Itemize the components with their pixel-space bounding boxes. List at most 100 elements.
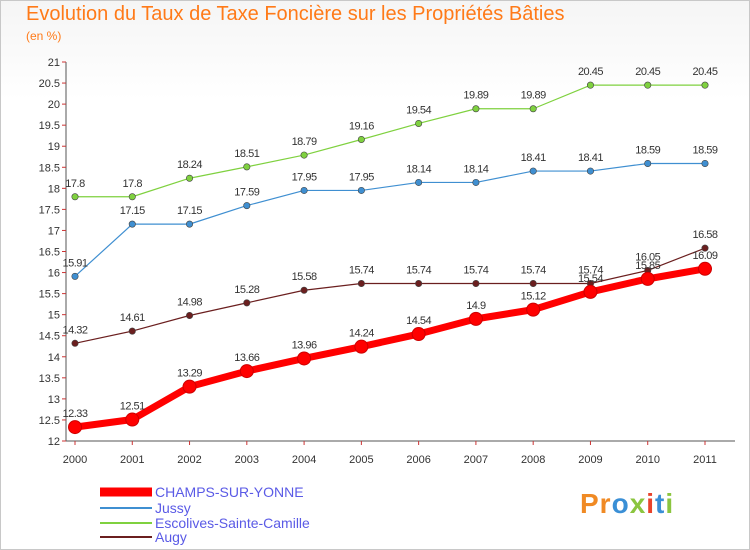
- data-point: [182, 379, 197, 394]
- data-label: 19.54: [406, 104, 431, 116]
- data-point: [640, 271, 655, 286]
- data-label: 15.74: [463, 265, 488, 277]
- data-label: 15.74: [349, 265, 374, 277]
- data-point: [529, 280, 537, 288]
- data-point: [128, 193, 136, 201]
- series-line: [75, 84, 705, 198]
- data-label: 17.15: [177, 205, 202, 217]
- data-label: 14.54: [406, 315, 431, 327]
- data-label: 19.16: [349, 120, 374, 132]
- data-point: [529, 105, 537, 113]
- data-point: [243, 299, 251, 307]
- data-point: [128, 220, 136, 228]
- series-line: [74, 265, 706, 431]
- data-label: 13.29: [177, 368, 202, 380]
- data-point: [300, 151, 308, 159]
- data-point: [239, 364, 254, 379]
- x-tick-label: 2006: [406, 454, 430, 466]
- y-tick-label: 16.5: [39, 247, 60, 259]
- y-tick-label: 14: [48, 352, 60, 364]
- data-label: 17.8: [65, 178, 85, 190]
- data-label: 15.85: [635, 260, 660, 272]
- x-tick-label: 2000: [63, 454, 87, 466]
- data-point: [472, 178, 480, 186]
- y-tick-label: 20: [48, 99, 60, 111]
- data-label: 13.66: [234, 352, 259, 364]
- y-tick-label: 20.5: [39, 78, 60, 90]
- x-tick-label: 2001: [120, 454, 144, 466]
- data-label: 12.33: [62, 408, 87, 420]
- legend-label: CHAMPS-SUR-YONNE: [155, 484, 304, 500]
- data-point: [297, 351, 312, 366]
- data-point: [243, 202, 251, 210]
- x-tick-label: 2009: [578, 454, 602, 466]
- data-label: 18.59: [635, 144, 660, 156]
- data-label: 19.89: [463, 90, 488, 102]
- data-label: 14.98: [177, 297, 202, 309]
- legend-label: Jussy: [155, 500, 191, 516]
- x-tick-label: 2004: [292, 454, 316, 466]
- y-tick-label: 16: [48, 268, 60, 280]
- data-label: 14.24: [349, 328, 374, 340]
- data-point: [357, 186, 365, 194]
- x-tick-label: 2010: [635, 454, 659, 466]
- y-tick-label: 13.5: [39, 373, 60, 385]
- y-tick-label: 17.5: [39, 204, 60, 216]
- data-point: [128, 327, 136, 335]
- data-point: [71, 193, 79, 201]
- data-point: [415, 280, 423, 288]
- data-point: [71, 272, 79, 280]
- data-point: [186, 220, 194, 228]
- data-label: 15.54: [578, 273, 603, 285]
- data-point: [586, 81, 594, 89]
- data-point: [701, 159, 709, 167]
- data-point: [644, 159, 652, 167]
- data-label: 15.28: [234, 284, 259, 296]
- data-label: 20.45: [578, 66, 603, 78]
- data-label: 15.74: [521, 265, 546, 277]
- data-label: 18.79: [292, 136, 317, 148]
- data-point: [411, 327, 426, 342]
- data-point: [300, 286, 308, 294]
- x-tick-label: 2002: [177, 454, 201, 466]
- y-tick-label: 17: [48, 225, 60, 237]
- data-point: [644, 81, 652, 89]
- data-point: [472, 105, 480, 113]
- data-point: [701, 244, 709, 252]
- data-point: [186, 312, 194, 320]
- data-label: 20.45: [692, 66, 717, 78]
- y-tick-label: 15.5: [39, 289, 60, 301]
- data-label: 17.59: [234, 187, 259, 199]
- data-label: 18.14: [463, 163, 488, 175]
- data-label: 18.24: [177, 159, 202, 171]
- y-tick-label: 12.5: [39, 415, 60, 427]
- data-point: [243, 163, 251, 171]
- data-label: 18.59: [692, 144, 717, 156]
- data-label: 16.58: [692, 229, 717, 241]
- data-point: [698, 261, 712, 276]
- data-point: [529, 167, 537, 175]
- data-point: [583, 284, 598, 299]
- data-label: 16.05: [635, 251, 660, 263]
- data-point: [586, 167, 594, 175]
- y-tick-label: 19: [48, 141, 60, 153]
- data-point: [354, 339, 369, 354]
- data-label: 16.09: [692, 250, 717, 262]
- series-line: [74, 162, 705, 277]
- data-point: [468, 311, 483, 326]
- x-tick-label: 2011: [693, 454, 717, 466]
- x-tick-label: 2005: [349, 454, 373, 466]
- data-point: [300, 186, 308, 194]
- y-tick-label: 13: [48, 394, 60, 406]
- data-label: 19.89: [521, 90, 546, 102]
- chart-title: Evolution du Taux de Taxe Foncière sur l…: [26, 3, 565, 25]
- legend-label: Augy: [155, 529, 187, 545]
- data-label: 15.58: [292, 271, 317, 283]
- data-point: [415, 178, 423, 186]
- y-tick-label: 12: [48, 436, 60, 448]
- data-label: 17.95: [292, 171, 317, 183]
- data-point: [68, 420, 82, 435]
- data-label: 15.91: [62, 257, 87, 269]
